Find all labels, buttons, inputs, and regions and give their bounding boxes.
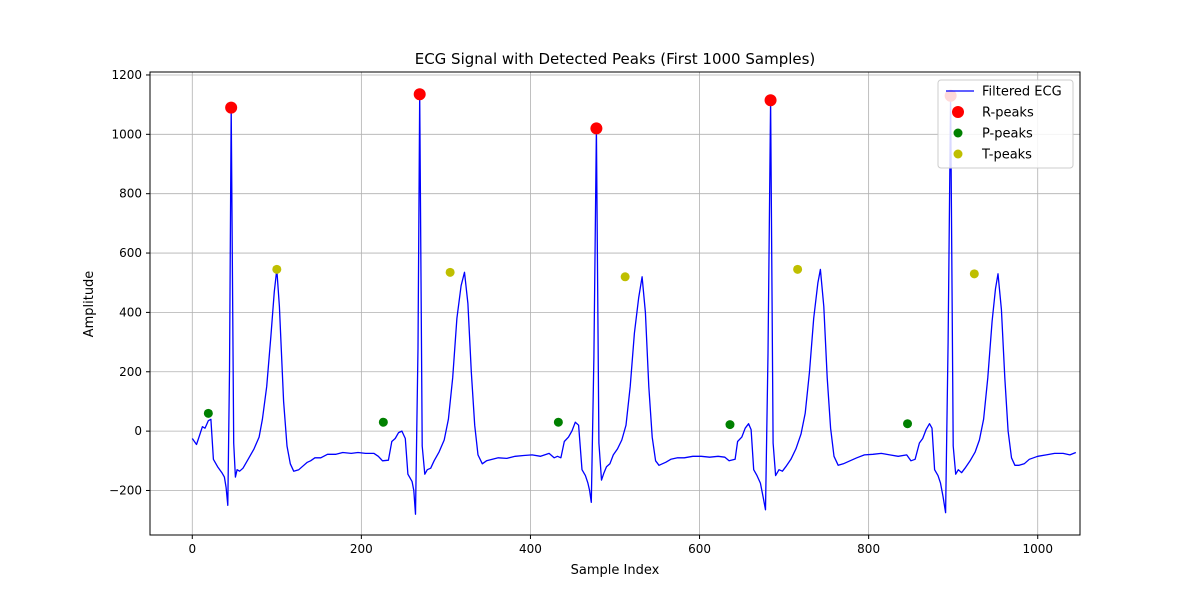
y-tick-label: 800 (119, 187, 142, 201)
y-axis-label: Amplitude (82, 271, 97, 338)
t-peaks-marker (272, 264, 282, 274)
x-tick-label: 1000 (1022, 542, 1053, 556)
x-tick-label: 600 (688, 542, 711, 556)
legend-box (937, 79, 1074, 169)
t-peaks-marker (969, 269, 979, 279)
legend: Filtered ECG R-peaks P-peaks T-peaks (937, 79, 1074, 169)
legend-label-filtered-ecg: Filtered ECG (982, 85, 1062, 100)
x-tick-label: 800 (857, 542, 880, 556)
p-peaks-marker (378, 417, 388, 427)
legend-swatch-p-peaks (953, 128, 963, 138)
r-peaks-marker (225, 101, 238, 114)
p-peaks-marker (903, 419, 913, 429)
y-tick-label: 0 (134, 424, 142, 438)
p-peaks-marker (553, 417, 563, 427)
p-peaks-marker (725, 420, 735, 430)
legend-label-r-peaks: R-peaks (982, 106, 1034, 121)
x-tick-label: 200 (350, 542, 373, 556)
y-tick-label: 600 (119, 246, 142, 260)
r-peaks-marker (590, 122, 603, 135)
legend-label-t-peaks: T-peaks (981, 148, 1032, 163)
p-peaks-marker (203, 408, 213, 418)
y-tick-label: 1000 (111, 127, 142, 141)
y-tick-label: 200 (119, 365, 142, 379)
x-axis-label: Sample Index (571, 563, 660, 578)
t-peaks-marker (445, 267, 455, 277)
legend-swatch-r-peaks (952, 106, 964, 118)
t-peaks-marker (620, 272, 630, 282)
axes-frame (149, 71, 1081, 536)
filtered-ecg-line (191, 93, 1077, 515)
t-peaks-marker (793, 264, 803, 274)
y-tick-label: 400 (119, 305, 142, 319)
grid-lines (150, 72, 1080, 535)
x-tick-label: 0 (188, 542, 196, 556)
r-peaks-marker (764, 94, 777, 107)
legend-swatch-t-peaks (953, 149, 963, 159)
r-peaks-marker (413, 88, 426, 101)
legend-label-p-peaks: P-peaks (982, 127, 1033, 142)
y-tick-label: −200 (109, 483, 142, 497)
axis-ticks: 0 200 400 600 800 1000 −200 0 200 400 600 800 1000 12… (109, 68, 1053, 556)
x-tick-label: 400 (519, 542, 542, 556)
y-tick-label: 1200 (111, 68, 142, 82)
chart-title: ECG Signal with Detected Peaks (First 10… (415, 50, 816, 68)
